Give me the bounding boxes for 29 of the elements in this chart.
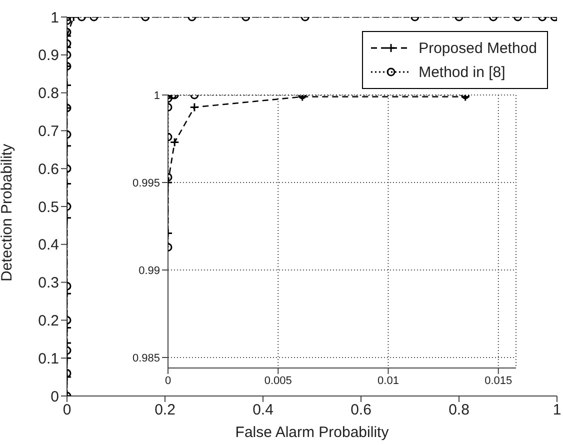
x-tick-label: 0	[62, 402, 72, 419]
x-tick-label: 0.01	[378, 374, 399, 387]
y-tick-label: 1	[154, 90, 160, 102]
x-tick-label: 0.6	[350, 402, 372, 419]
x-tick-label: 0.8	[448, 402, 470, 419]
legend-label: Method in [8]	[418, 64, 506, 80]
y-tick-label: 0.4	[38, 236, 59, 254]
y-tick-label: 0.9	[38, 47, 59, 64]
x-tick-label: 0.4	[252, 402, 274, 419]
y-tick-label: 0	[50, 388, 59, 406]
x-tick-label: 0.005	[264, 374, 292, 387]
y-tick-label: 0.995	[132, 177, 160, 190]
x-axis-title: False Alarm Probability	[235, 424, 390, 441]
y-tick-label: 0.6	[38, 160, 59, 178]
y-axis-title: Detection Probability	[0, 143, 16, 282]
x-tick-label: 0.2	[154, 402, 176, 419]
x-tick-label: 0.015	[484, 374, 512, 387]
y-tick-label: 0.2	[38, 312, 59, 330]
y-tick-label: 0.3	[38, 274, 59, 292]
y-tick-label: 0.1	[38, 350, 59, 368]
y-tick-label: 1	[50, 9, 59, 26]
y-tick-label: 0.99	[138, 264, 160, 277]
y-tick-label: 0.985	[132, 352, 160, 364]
y-tick-label: 0.7	[38, 123, 59, 140]
legend-label: Proposed Method	[418, 40, 537, 56]
x-tick-label: 0	[164, 374, 172, 387]
y-tick-label: 0.5	[38, 198, 59, 216]
y-tick-label: 0.8	[38, 85, 59, 102]
x-tick-label: 1	[552, 402, 562, 419]
